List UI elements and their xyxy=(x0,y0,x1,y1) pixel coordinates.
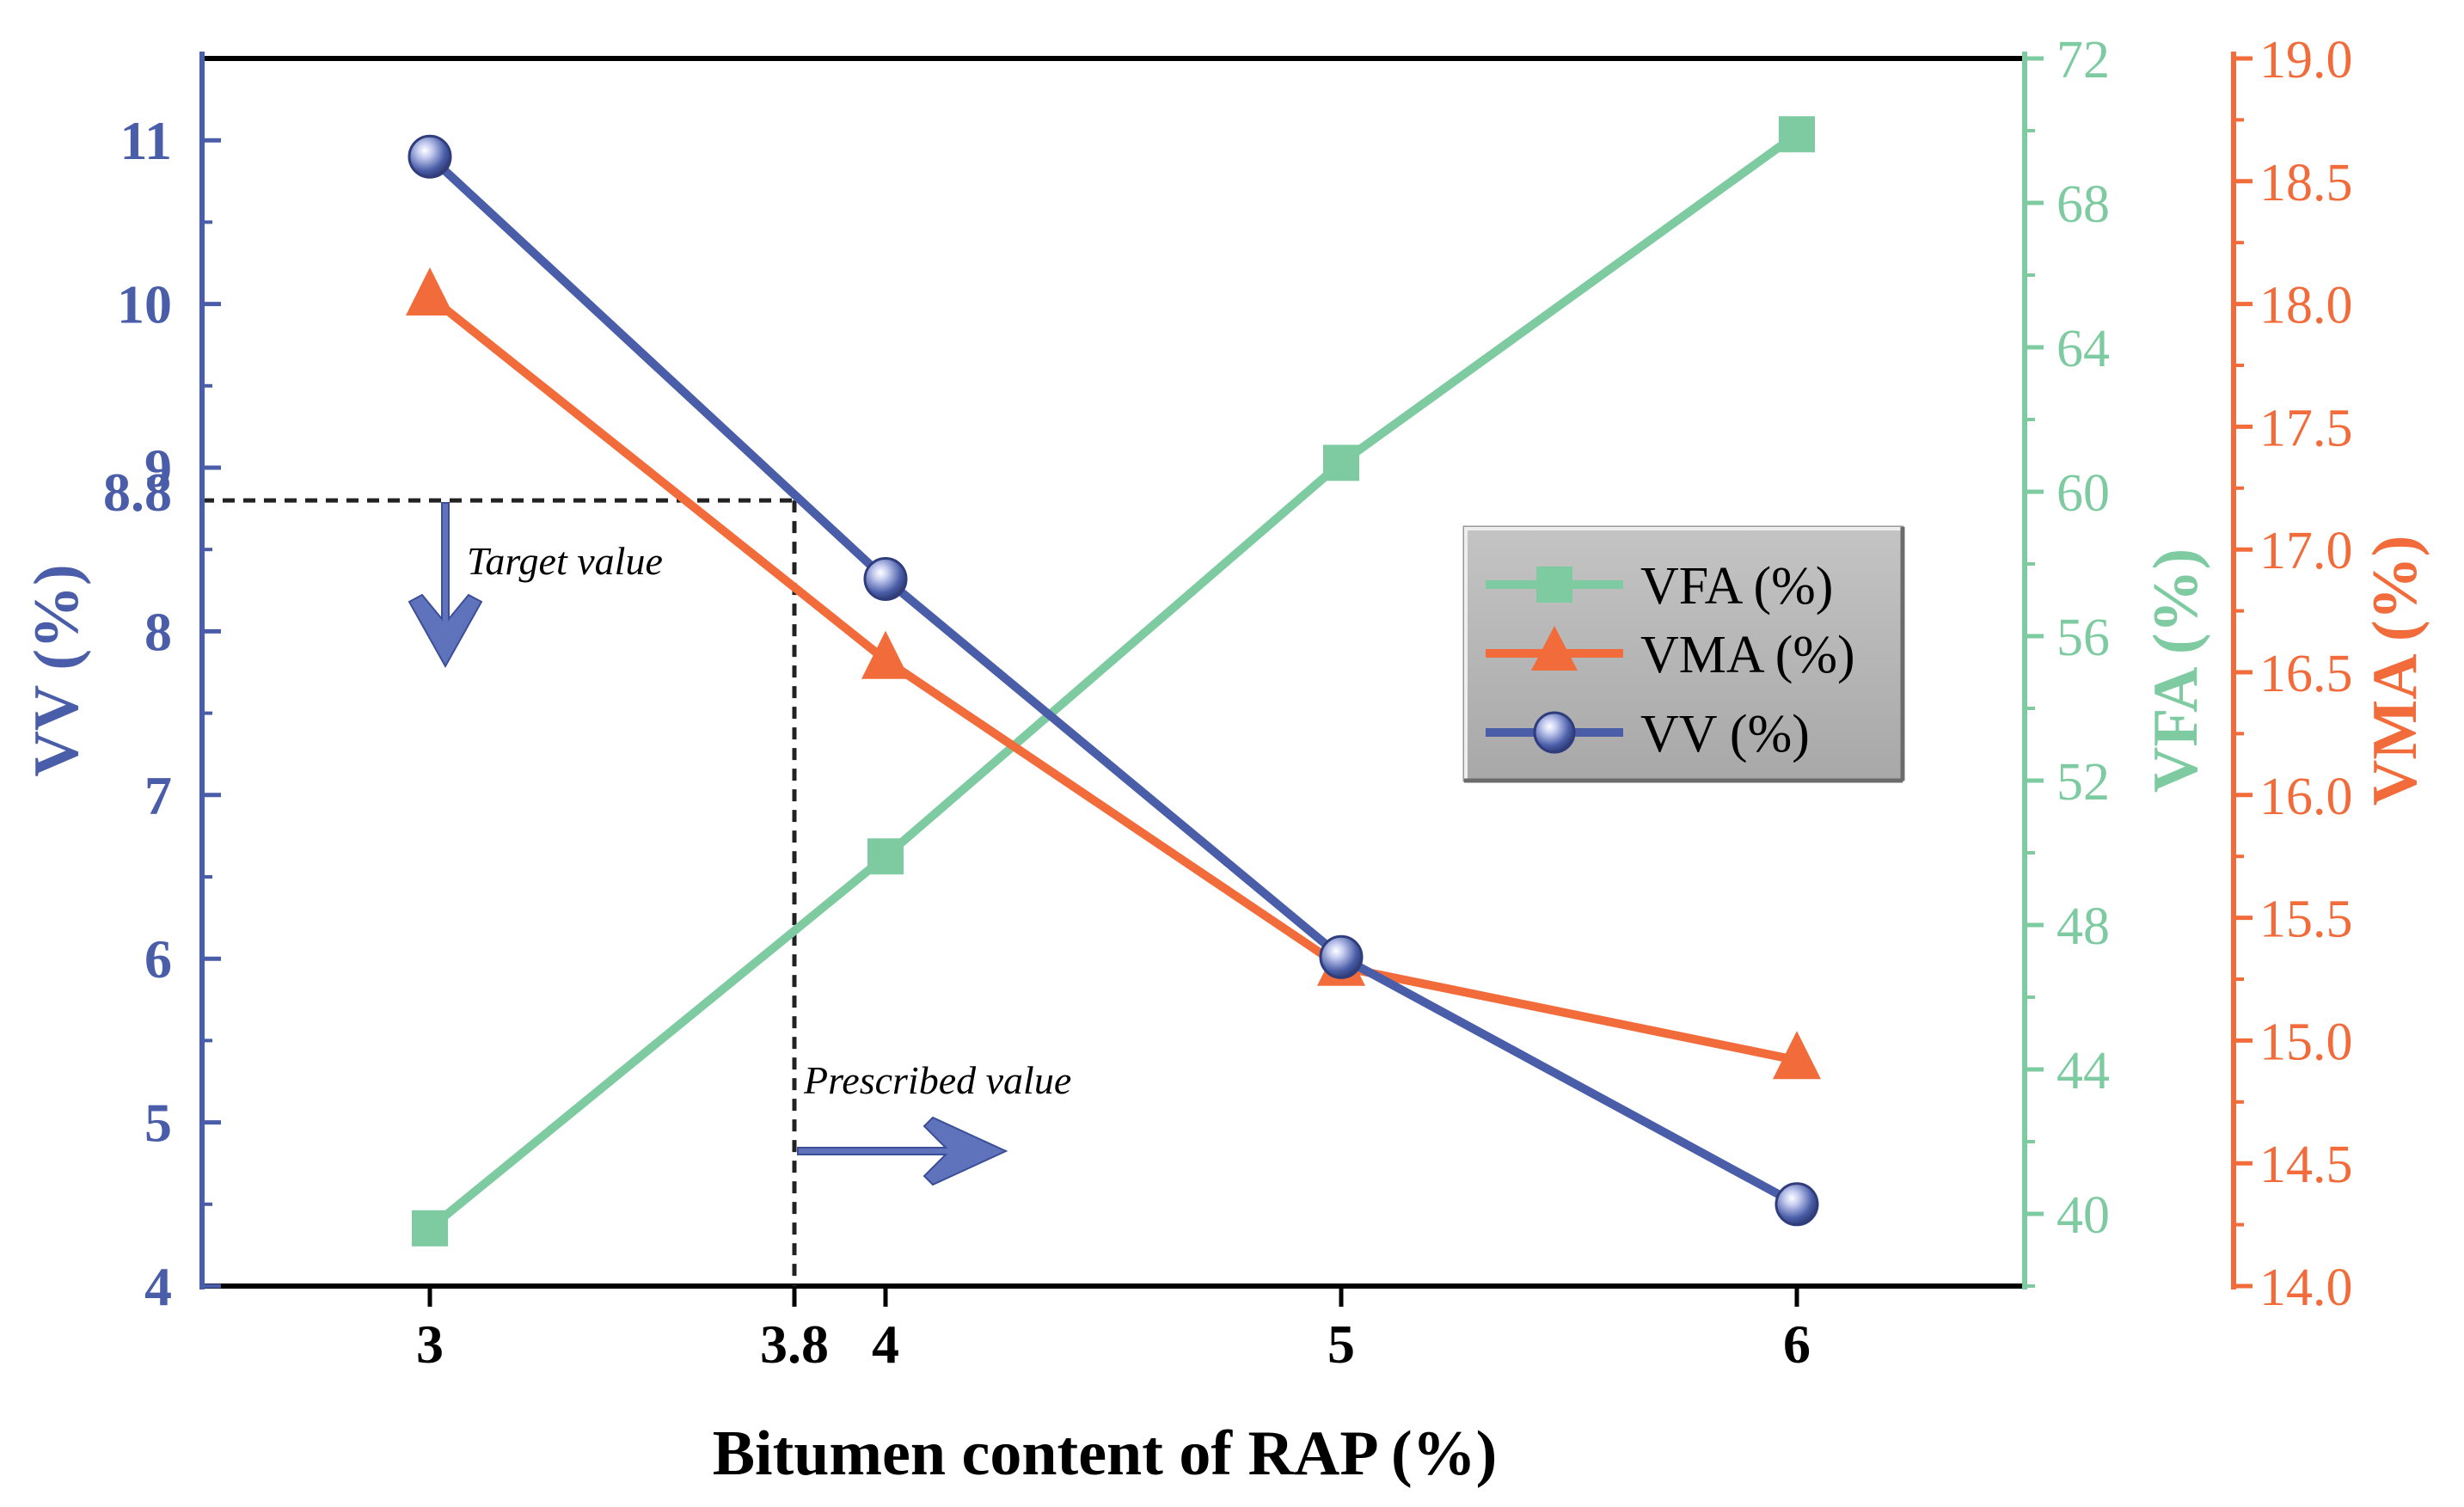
vma-tick-label: 18.0 xyxy=(2259,277,2353,335)
vv-tick-label: 6 xyxy=(144,928,172,989)
vv-tick-label: 11 xyxy=(120,110,172,171)
vma-tick-label: 14.0 xyxy=(2259,1259,2353,1317)
vv-point xyxy=(1319,934,1364,979)
vfa-tick-label: 44 xyxy=(2056,1042,2110,1100)
vfa-point xyxy=(412,1210,448,1247)
vfa-tick-label: 52 xyxy=(2056,753,2110,812)
vv-tick-label: 7 xyxy=(144,765,172,826)
vma-axis-title: VMA (%) xyxy=(2360,536,2430,806)
x-tick-label: 4 xyxy=(872,1314,899,1375)
vfa-tick-label: 68 xyxy=(2056,175,2110,234)
series-line-vfa xyxy=(426,131,1799,1232)
vfa-point xyxy=(1779,116,1815,153)
vv-tick-label: 8 xyxy=(144,601,172,662)
vma-tick-label: 17.5 xyxy=(2259,399,2353,457)
legend-label-vv: VV (%) xyxy=(1640,705,1810,763)
vv-axis-title: VV (%) xyxy=(21,564,92,776)
vv-tick-label: 8.8 xyxy=(103,462,172,523)
vv-tick-label: 10 xyxy=(117,274,172,335)
vma-tick-label: 16.0 xyxy=(2259,768,2353,826)
vma-tick-label: 16.5 xyxy=(2259,645,2353,703)
x-tick-label: 5 xyxy=(1327,1314,1355,1375)
vfa-tick-label: 40 xyxy=(2056,1186,2110,1245)
vfa-tick-label: 60 xyxy=(2056,464,2110,523)
vv-point xyxy=(1774,1182,1819,1227)
vfa-tick-label: 48 xyxy=(2056,897,2110,956)
prescribed-value-label: Prescribed value xyxy=(803,1058,1071,1102)
vv-point xyxy=(863,556,908,601)
vma-point xyxy=(1773,1031,1821,1080)
vma-tick-label: 18.5 xyxy=(2259,154,2353,212)
x-tick-label: 6 xyxy=(1783,1314,1811,1375)
series-line-vv xyxy=(426,153,1799,1209)
vma-tick-label: 19.0 xyxy=(2259,31,2353,89)
legend-marker-vfa xyxy=(1536,567,1572,603)
vfa-tick-label: 56 xyxy=(2056,609,2110,667)
legend-label-vfa: VFA (%) xyxy=(1640,557,1833,616)
legend-marker-vv xyxy=(1533,711,1576,754)
target-arrow-icon xyxy=(408,502,483,669)
vfa-point xyxy=(1323,444,1359,481)
legend-marker-vma xyxy=(1531,626,1578,671)
vv-tick-label: 4 xyxy=(144,1256,172,1317)
vma-tick-label: 15.0 xyxy=(2259,1013,2353,1071)
series-line-vma xyxy=(426,293,1799,1065)
prescribed-arrow-icon xyxy=(797,1116,1008,1186)
vma-point xyxy=(406,267,454,316)
vma-point xyxy=(861,630,910,679)
x-tick-label: 3.8 xyxy=(760,1314,829,1375)
vfa-point xyxy=(867,838,904,875)
target-value-label: Target value xyxy=(467,539,663,583)
vv-tick-label: 9 xyxy=(144,438,172,499)
vv-tick-label: 5 xyxy=(144,1093,172,1154)
vfa-tick-label: 72 xyxy=(2056,31,2110,89)
legend-label-vma: VMA (%) xyxy=(1640,626,1855,684)
vv-point xyxy=(408,134,452,179)
vma-tick-label: 17.0 xyxy=(2259,522,2353,580)
vfa-tick-label: 64 xyxy=(2056,320,2110,378)
vfa-axis-title: VFA (%) xyxy=(2141,548,2211,793)
vma-tick-label: 15.5 xyxy=(2259,891,2353,949)
x-tick-label: 3 xyxy=(416,1314,444,1375)
x-axis-title: Bitumen content of RAP (%) xyxy=(713,1418,1498,1489)
vma-tick-label: 14.5 xyxy=(2259,1136,2353,1194)
